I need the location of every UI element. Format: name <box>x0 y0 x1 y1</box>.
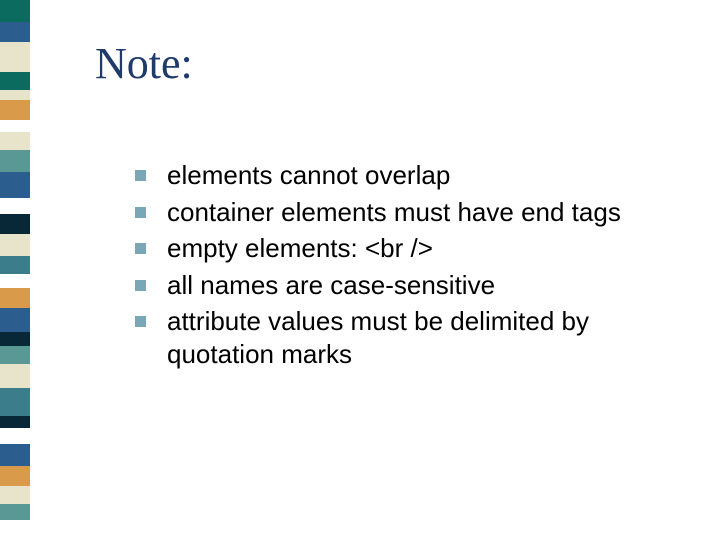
sidebar-stripe <box>0 214 30 234</box>
sidebar-stripe <box>0 100 30 120</box>
square-bullet-icon <box>135 316 146 327</box>
square-bullet-icon <box>135 170 146 181</box>
bullet-list: elements cannot overlap container element… <box>135 159 695 370</box>
bullet-item: elements cannot overlap <box>135 159 695 192</box>
slide-title: Note: <box>95 38 695 89</box>
bullet-text: attribute values must be delimited by qu… <box>167 306 589 369</box>
bullet-text: elements cannot overlap <box>167 160 450 190</box>
sidebar-stripe <box>0 172 30 198</box>
sidebar-stripe <box>0 256 30 274</box>
sidebar-stripe <box>0 234 30 256</box>
sidebar-stripe <box>0 90 30 100</box>
sidebar-stripe <box>0 0 30 22</box>
bullet-text: container elements must have end tags <box>167 197 621 227</box>
sidebar-stripe <box>0 308 30 332</box>
bullet-item: empty elements: <br /> <box>135 232 695 265</box>
bullet-text: empty elements: <br /> <box>167 233 433 263</box>
sidebar-stripe <box>0 72 30 90</box>
sidebar-stripe <box>0 332 30 346</box>
sidebar-stripe <box>0 466 30 486</box>
sidebar-stripe <box>0 288 30 308</box>
square-bullet-icon <box>135 207 146 218</box>
square-bullet-icon <box>135 280 146 291</box>
bullet-text: all names are case-sensitive <box>167 270 495 300</box>
sidebar-stripe <box>0 198 30 214</box>
sidebar-stripe <box>0 416 30 428</box>
sidebar-stripe <box>0 364 30 388</box>
sidebar-stripe <box>0 42 30 72</box>
sidebar-stripe <box>0 520 30 540</box>
sidebar-stripe <box>0 504 30 520</box>
sidebar-stripe <box>0 388 30 416</box>
sidebar-stripe <box>0 428 30 444</box>
sidebar-stripe <box>0 120 30 132</box>
sidebar-stripe <box>0 132 30 150</box>
sidebar-stripe <box>0 274 30 288</box>
bullet-item: attribute values must be delimited by qu… <box>135 305 695 370</box>
sidebar-stripe <box>0 486 30 504</box>
sidebar-stripe <box>0 346 30 364</box>
bullet-item: all names are case-sensitive <box>135 269 695 302</box>
bullet-item: container elements must have end tags <box>135 196 695 229</box>
sidebar-stripe <box>0 150 30 172</box>
sidebar-stripe <box>0 444 30 466</box>
decorative-sidebar <box>0 0 30 540</box>
sidebar-stripe <box>0 22 30 42</box>
slide-content: Note: elements cannot overlap container e… <box>95 38 695 374</box>
square-bullet-icon <box>135 243 146 254</box>
